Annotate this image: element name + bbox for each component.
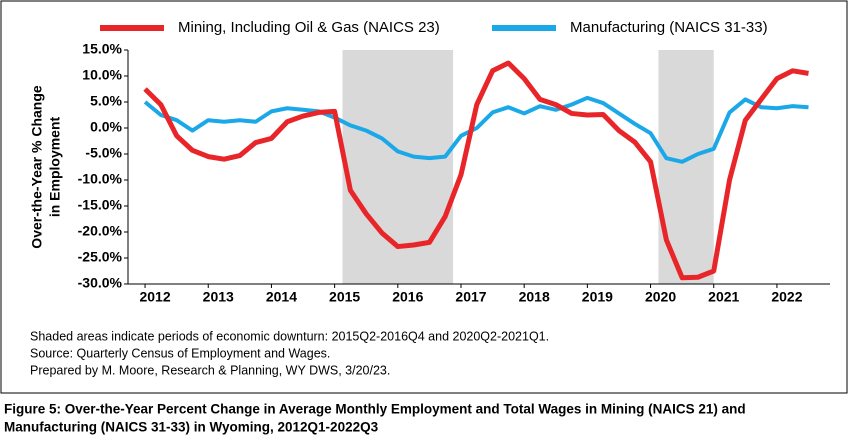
x-tick-label: 2021 [708, 289, 739, 305]
y-tick-label: -25.0% [78, 249, 123, 265]
y-tick-label: -20.0% [78, 223, 123, 239]
x-tick-label: 2022 [771, 289, 802, 305]
x-tick-label: 2015 [329, 289, 360, 305]
x-tick-label: 2018 [519, 289, 550, 305]
x-tick-label: 2012 [139, 289, 170, 305]
note: Shaded areas indicate periods of economi… [30, 329, 549, 343]
downturn-shading [658, 50, 714, 284]
y-tick-label: -10.0% [78, 171, 123, 187]
x-tick-label: 2020 [645, 289, 676, 305]
caption: Manufacturing (NAICS 31-33) in Wyoming, … [4, 420, 379, 435]
y-tick-label: 10.0% [82, 67, 122, 83]
x-tick-label: 2016 [392, 289, 423, 305]
x-tick-label: 2014 [266, 289, 297, 305]
y-tick-label: 15.0% [82, 41, 122, 57]
series-line [143, 95, 809, 164]
caption: Figure 5: Over-the-Year Percent Change i… [4, 402, 746, 417]
y-tick-label: -30.0% [78, 275, 123, 291]
y-axis-label: in Employment [47, 116, 63, 217]
y-tick-label: -5.0% [85, 145, 122, 161]
note: Prepared by M. Moore, Research & Plannin… [30, 363, 390, 377]
legend-label: Manufacturing (NAICS 31-33) [570, 19, 768, 36]
x-tick-label: 2013 [203, 289, 234, 305]
y-tick-label: -15.0% [78, 197, 123, 213]
series-line [143, 60, 809, 281]
x-tick-label: 2019 [582, 289, 613, 305]
x-tick-label: 2017 [455, 289, 486, 305]
y-tick-label: 0.0% [90, 119, 122, 135]
chart-frame [0, 0, 848, 394]
note: Source: Quarterly Census of Employment a… [30, 346, 330, 360]
y-tick-label: 5.0% [90, 93, 122, 109]
legend-label: Mining, Including Oil & Gas (NAICS 23) [178, 19, 440, 36]
y-axis-label: Over-the-Year % Change [29, 85, 45, 249]
